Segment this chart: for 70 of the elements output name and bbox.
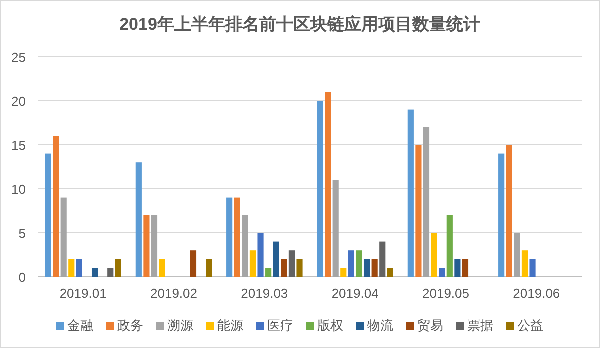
- y-tick-label: 0: [18, 270, 26, 285]
- bar: [423, 127, 430, 277]
- legend-label: 物流: [368, 318, 394, 333]
- bar: [317, 101, 324, 277]
- y-tick-label: 10: [12, 182, 26, 197]
- x-tick-label: 2019.06: [513, 286, 560, 301]
- bar: [387, 268, 394, 277]
- bar: [266, 268, 272, 277]
- bar: [144, 215, 150, 277]
- y-tick-label: 5: [18, 226, 26, 241]
- legend-label: 能源: [218, 318, 244, 333]
- bar: [92, 268, 98, 277]
- bar: [522, 250, 528, 277]
- bar: [416, 145, 422, 277]
- bar: [288, 250, 295, 277]
- bar: [325, 92, 332, 277]
- chart-title: 2019年上半年排名前十区块链应用项目数量统计: [120, 15, 480, 34]
- bar: [506, 145, 512, 277]
- bar: [115, 259, 122, 277]
- legend-label: 贸易: [418, 318, 444, 333]
- bar: [340, 268, 347, 277]
- bar: [68, 259, 75, 277]
- bar: [356, 250, 362, 277]
- bar: [76, 259, 82, 277]
- bar: [332, 180, 339, 277]
- bar: [151, 215, 158, 277]
- bar: [380, 242, 386, 277]
- x-tick-label: 2019.05: [422, 286, 470, 301]
- y-tick-label: 15: [12, 138, 26, 153]
- bar: [53, 136, 60, 277]
- bar: [431, 233, 438, 277]
- bar: [281, 259, 288, 277]
- bar: [159, 259, 166, 277]
- bar: [273, 242, 280, 277]
- bar: [372, 259, 378, 277]
- x-tick-label: 2019.02: [150, 286, 198, 301]
- legend-label: 公益: [518, 318, 544, 333]
- bar: [60, 198, 67, 277]
- bar: [439, 268, 446, 277]
- bar: [408, 110, 414, 277]
- bar: [45, 154, 52, 277]
- bar: [206, 259, 212, 277]
- bar: [108, 268, 114, 277]
- y-tick-label: 25: [12, 50, 26, 65]
- bar: [530, 259, 536, 277]
- bar: [226, 198, 233, 277]
- legend-label: 政务: [118, 318, 144, 333]
- legend-label: 金融: [68, 318, 94, 333]
- x-tick-label: 2019.03: [241, 286, 288, 301]
- legend-label: 版权: [318, 318, 344, 333]
- y-tick-label: 20: [12, 94, 26, 109]
- bar: [462, 259, 469, 277]
- bar: [446, 215, 453, 277]
- legend-label: 溯源: [168, 318, 194, 333]
- bar: [498, 154, 505, 277]
- x-tick-label: 2019.01: [60, 286, 107, 301]
- bar: [364, 259, 370, 277]
- bar: [234, 198, 240, 277]
- bar: [258, 233, 264, 277]
- bar: [514, 233, 520, 277]
- x-tick-label: 2019.04: [332, 286, 379, 301]
- bar: [296, 259, 303, 277]
- bar: [454, 259, 461, 277]
- legend-label: 医疗: [268, 318, 294, 333]
- bar: [250, 250, 256, 277]
- bar: [348, 250, 354, 277]
- bar: [136, 162, 142, 277]
- bar: [242, 215, 248, 277]
- bar: [190, 250, 197, 277]
- legend-label: 票据: [468, 318, 494, 333]
